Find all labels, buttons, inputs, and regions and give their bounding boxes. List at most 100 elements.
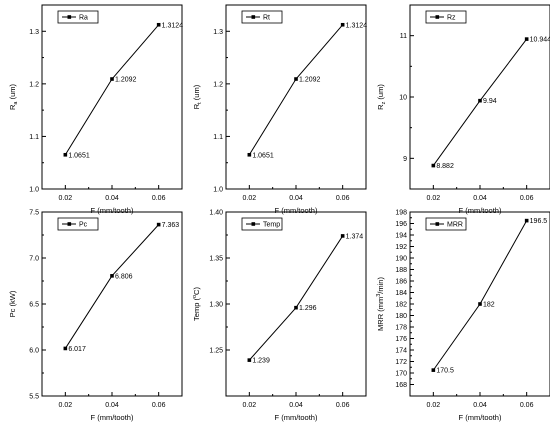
x-axis-label: F (mm/tooth) (459, 206, 502, 215)
y-axis-label: MRR (mm3/min) (376, 277, 385, 331)
y-axis-label-sup: 3 (376, 294, 382, 297)
x-axis-label: F (mm/tooth) (459, 413, 502, 422)
y-tick-label: 1.1 (213, 134, 223, 141)
data-label: 10.944 (530, 37, 550, 44)
data-point (524, 218, 529, 223)
y-axis-label-main: R (192, 103, 201, 109)
plot-frame (409, 4, 550, 190)
y-axis-label-main: Temp ( (192, 298, 201, 321)
data-label: 1.3124 (346, 22, 368, 29)
y-axis-label-tail: (um) (192, 84, 201, 102)
data-point (156, 222, 161, 227)
legend-marker (251, 222, 256, 226)
legend-box (57, 10, 99, 24)
y-tick-label: 180 (395, 313, 407, 320)
data-label: 1.296 (299, 305, 317, 312)
data-point (110, 77, 114, 81)
chart-panel-6: 0.02 0.04 0.06 168 170 172 174 176 178 180 182 184 1… (376, 210, 550, 422)
data-point (340, 22, 345, 27)
x-tick-label: 0.06 (520, 402, 534, 409)
y-axis-label-tail: (um) (8, 84, 17, 102)
y-tick-label: 1.35 (209, 256, 223, 263)
y-axis-label-main: R (8, 104, 17, 110)
y-axis-label: Rz (um) (376, 84, 387, 110)
y-tick-label: 1.40 (209, 210, 223, 217)
series-line (248, 24, 344, 156)
data-point (63, 346, 68, 351)
data-point (294, 77, 298, 81)
y-tick-label: 168 (395, 382, 407, 389)
x-tick-label: 0.02 (243, 195, 257, 202)
y-tick-label: 172 (395, 359, 407, 366)
x-tick-label: 0.06 (152, 402, 166, 409)
y-tick-label: 7.5 (29, 210, 39, 217)
x-axis-label: F (mm/tooth) (91, 206, 134, 215)
legend-label: Temp (263, 222, 280, 229)
data-point (294, 305, 298, 310)
y-axis-label: Pc (kW) (8, 290, 17, 317)
legend-marker (435, 222, 440, 226)
y-tick-label: 188 (395, 267, 407, 274)
chart-panel-2: 0.02 0.04 0.06 1.0 1.1 1.2 1.3 F (mm/tooth) Rt (… (192, 4, 368, 215)
chart-panel-4: 0.02 0.04 0.06 5.5 6.0 6.5 7.0 7.5 F (mm/tooth) P… (8, 210, 183, 422)
y-tick-label: 11 (400, 33, 407, 40)
y-tick-label: 9 (403, 156, 407, 163)
y-tick-label: 10 (399, 95, 407, 102)
y-tick-label: 1.0 (213, 187, 223, 194)
plot-frame (41, 4, 183, 190)
chart-panel-1: 0.02 0.04 0.06 1.0 1.1 1.2 1.3 F (mm/tooth) Ra (… (8, 4, 183, 215)
y-axis-label-tail: C) (192, 287, 201, 295)
y-tick-label: 184 (395, 290, 407, 297)
y-tick-label: 1.25 (209, 348, 223, 355)
y-tick-label: 1.3 (29, 29, 39, 36)
x-tick-label: 0.04 (473, 195, 487, 202)
y-axis-label-tail: (um) (376, 84, 385, 102)
x-axis-label: F (mm/tooth) (275, 206, 318, 215)
y-axis-label: Temp (oC) (192, 287, 201, 321)
legend-marker (67, 15, 72, 19)
y-tick-label: 1.0 (29, 187, 39, 194)
y-tick-label: 1.30 (209, 302, 223, 309)
x-tick-label: 0.04 (473, 402, 487, 409)
x-tick-label: 0.02 (59, 402, 73, 409)
data-point (431, 368, 436, 372)
legend-label: Ra (79, 15, 88, 22)
data-point (63, 152, 68, 157)
x-axis-label: F (mm/tooth) (275, 413, 318, 422)
legend-label: Rz (447, 15, 456, 22)
legend-label: Pc (79, 222, 88, 229)
data-label: 182 (483, 302, 495, 309)
x-axis-label: F (mm/tooth) (91, 413, 134, 422)
chart-panel-5: 0.02 0.04 0.06 1.25 1.30 1.35 1.40 F (mm/tooth)… (192, 210, 367, 422)
data-point (247, 358, 252, 362)
data-label: 1.2092 (115, 77, 137, 84)
y-tick-label: 6.0 (29, 348, 39, 355)
legend-box (425, 217, 467, 231)
x-tick-label: 0.06 (520, 195, 534, 202)
x-tick-label: 0.02 (59, 195, 73, 202)
data-label: 8.882 (436, 163, 454, 170)
y-tick-label: 7.0 (29, 256, 39, 263)
x-tick-label: 0.06 (152, 195, 166, 202)
y-axis-label: Ra (um) (8, 84, 19, 110)
y-axis-label-sup: o (192, 295, 198, 298)
y-tick-label: 196 (395, 221, 407, 228)
legend-label: Rt (263, 15, 270, 22)
data-point (478, 98, 482, 103)
y-axis-label-sub: t (197, 102, 203, 104)
y-axis-label-tail: /min) (376, 277, 385, 294)
data-label: 1.0651 (252, 152, 274, 159)
y-tick-label: 1.3 (213, 29, 223, 36)
legend-marker (251, 15, 256, 19)
data-point (478, 302, 482, 306)
x-tick-label: 0.04 (289, 195, 303, 202)
y-tick-label: 1.1 (29, 134, 39, 141)
x-tick-label: 0.02 (243, 402, 257, 409)
y-tick-label: 190 (395, 256, 407, 263)
legend-box (241, 10, 283, 24)
y-axis-label-sub: a (13, 101, 19, 105)
y-tick-label: 174 (395, 348, 407, 355)
data-point (110, 274, 114, 278)
legend-box (57, 217, 99, 231)
data-label: 1.374 (346, 233, 364, 240)
